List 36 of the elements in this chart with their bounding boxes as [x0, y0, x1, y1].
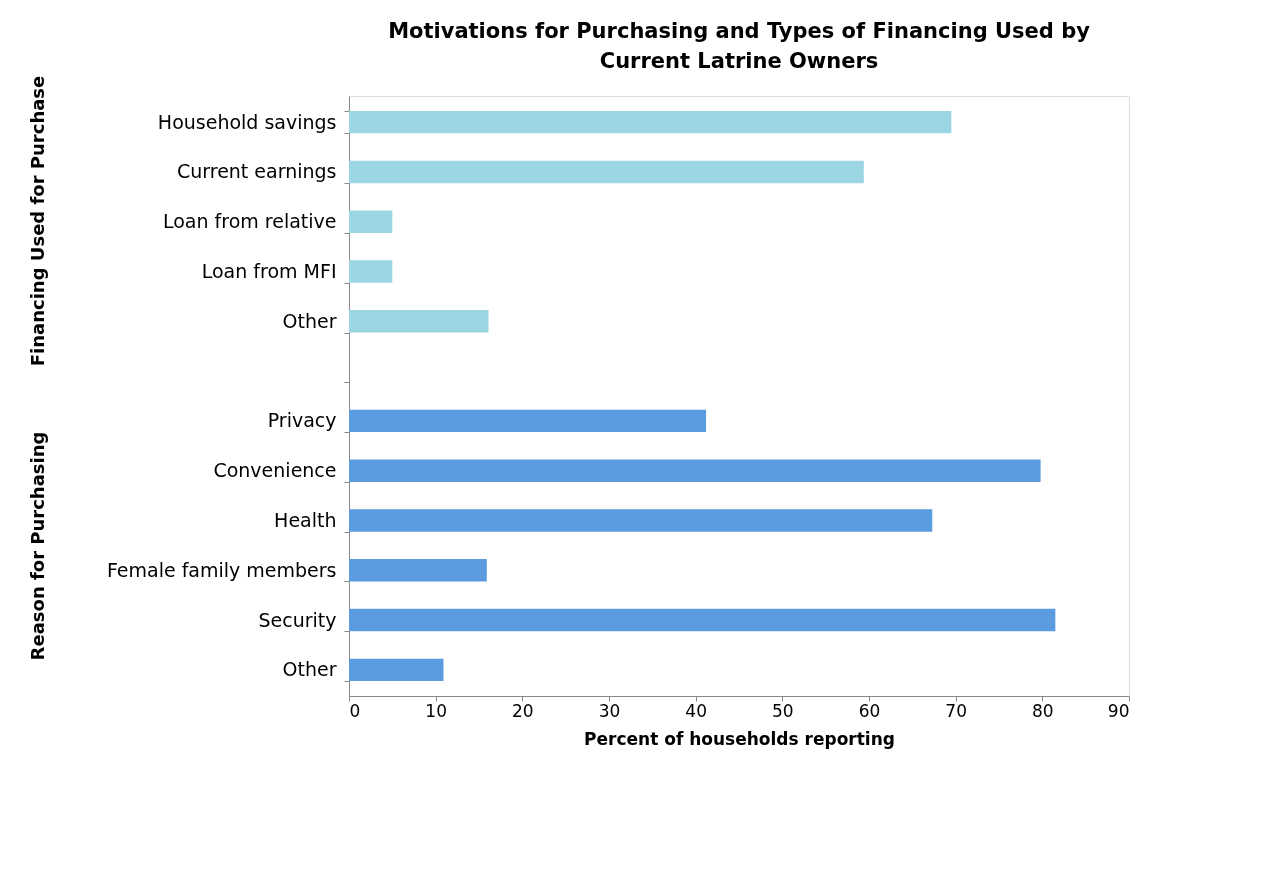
bar: [349, 160, 864, 184]
x-tick-label: 40: [685, 700, 707, 721]
x-tick-label: 0: [349, 700, 361, 721]
y-tick-label: Security: [258, 608, 337, 631]
y-tick-label: Loan from MFI: [201, 260, 337, 283]
y-tick-label: Convenience: [213, 459, 337, 482]
x-tick-label: 90: [1107, 700, 1130, 721]
x-tick-label: 20: [512, 700, 534, 721]
y-tick-label: Other: [282, 309, 337, 332]
bar: [349, 409, 707, 433]
x-tick-label: 30: [598, 700, 621, 721]
y-tick-label: Household savings: [157, 110, 337, 133]
bar: [349, 210, 393, 233]
y-tick-label: Loan from relative: [162, 210, 337, 233]
bar: [349, 459, 1041, 482]
x-tick-label: 10: [425, 700, 447, 721]
x-tick-label: 50: [772, 700, 794, 721]
y-tick-label: Current earnings: [176, 160, 337, 183]
text: Reason for Purchasing: [27, 431, 48, 661]
y-tick-label: Other: [282, 658, 337, 681]
text: Financing Used for Purchase: [27, 75, 48, 367]
bar: [349, 310, 489, 333]
x-tick-label: 60: [858, 700, 881, 721]
x-tick-label: 80: [1032, 700, 1054, 721]
bar: [349, 110, 952, 134]
x-tick-label: 70: [945, 700, 967, 721]
x-axis-title: Percent of households reporting: [584, 728, 895, 749]
y-tick-label: Female family members: [106, 558, 337, 581]
y-tick-label: Privacy: [267, 409, 337, 432]
bar: [349, 260, 393, 283]
bar: [349, 658, 444, 682]
bar: [349, 608, 1056, 632]
bar: [349, 559, 487, 582]
bar: [349, 509, 933, 532]
y-tick-label: Health: [274, 508, 337, 531]
chart-title: Motivations for Purchasing and Types of Financing Used by Current Latrine Owners: [388, 18, 1091, 73]
